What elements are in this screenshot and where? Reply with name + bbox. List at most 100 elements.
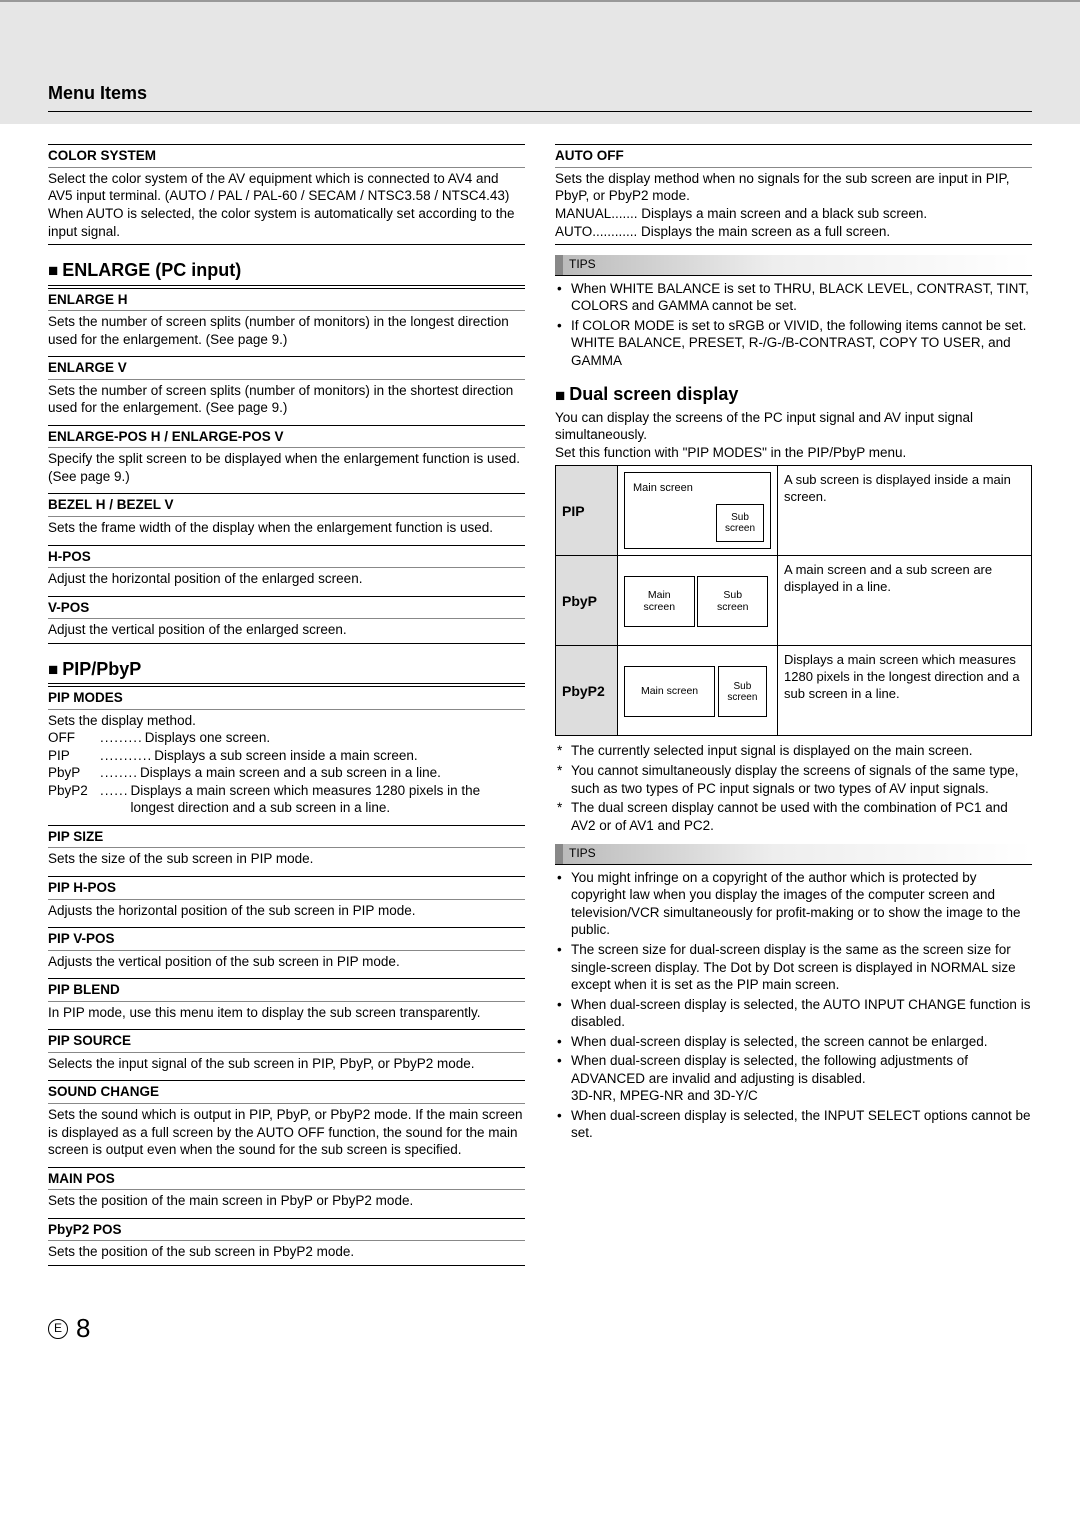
left-column: COLOR SYSTEM Select the color system of … bbox=[48, 142, 525, 1265]
section-dual-label: Dual screen display bbox=[569, 383, 738, 406]
item-body: Selects the input signal of the sub scre… bbox=[48, 1053, 525, 1079]
page-footer: E 8 bbox=[0, 1306, 1080, 1370]
diagram-cell-pip: Main screen Sub screen bbox=[618, 466, 778, 556]
star-note: The currently selected input signal is d… bbox=[571, 742, 1032, 760]
mode-key: PbyP2 bbox=[48, 782, 100, 817]
star-note-list: The currently selected input signal is d… bbox=[555, 742, 1032, 834]
section-rule bbox=[48, 285, 525, 286]
dual-intro: You can display the screens of the PC in… bbox=[555, 409, 1032, 462]
item-head: V-POS bbox=[48, 596, 525, 620]
table-row: PbyP2 Main screen Sub screen Displays a … bbox=[556, 646, 1032, 736]
mode-label: PbyP bbox=[556, 556, 618, 646]
page-number: 8 bbox=[76, 1312, 90, 1346]
square-icon: ■ bbox=[48, 262, 58, 279]
item-body: Sets the position of the sub screen in P… bbox=[48, 1241, 525, 1266]
item-body: Adjust the horizontal position of the en… bbox=[48, 568, 525, 594]
mode-label: PIP bbox=[556, 466, 618, 556]
star-note: The dual screen display cannot be used w… bbox=[571, 799, 1032, 834]
tips-item: If COLOR MODE is set to sRGB or VIVID, t… bbox=[571, 317, 1032, 370]
star-note: You cannot simultaneously display the sc… bbox=[571, 762, 1032, 797]
mode-desc: Displays a main screen which measures 12… bbox=[778, 646, 1032, 736]
mode-dots: ......... bbox=[100, 729, 145, 747]
item-head: SOUND CHANGE bbox=[48, 1080, 525, 1104]
diagram-main-label: Main screen bbox=[633, 481, 693, 495]
diagram-cell-pbyp2: Main screen Sub screen bbox=[618, 646, 778, 736]
item-body: Adjusts the horizontal position of the s… bbox=[48, 900, 525, 926]
tips-list-1: When WHITE BALANCE is set to THRU, BLACK… bbox=[555, 280, 1032, 370]
item-body: Sets the position of the main screen in … bbox=[48, 1190, 525, 1216]
item-body: Sets the number of screen splits (number… bbox=[48, 311, 525, 354]
diagram-sub-label: Sub screen bbox=[697, 576, 768, 626]
item-body-auto-off: Sets the display method when no signals … bbox=[555, 168, 1032, 245]
pip-modes-intro: Sets the display method. bbox=[48, 712, 525, 730]
diagram-pbyp2: Main screen Sub screen bbox=[624, 652, 771, 729]
item-body: Sets the number of screen splits (number… bbox=[48, 380, 525, 423]
mode-val: Displays a sub screen inside a main scre… bbox=[154, 747, 525, 765]
mode-dots: ........... bbox=[100, 747, 154, 765]
item-head-auto-off: AUTO OFF bbox=[555, 144, 1032, 168]
content-columns: COLOR SYSTEM Select the color system of … bbox=[0, 124, 1080, 1305]
mode-label: PbyP2 bbox=[556, 646, 618, 736]
square-icon: ■ bbox=[48, 661, 58, 678]
tips-item: The screen size for dual-screen display … bbox=[571, 941, 1032, 994]
item-head: ENLARGE V bbox=[48, 356, 525, 380]
item-head: PIP SOURCE bbox=[48, 1029, 525, 1053]
mode-key: OFF bbox=[48, 729, 100, 747]
section-dual: ■Dual screen display bbox=[555, 383, 1032, 406]
diagram-pip: Main screen Sub screen bbox=[624, 472, 771, 549]
item-head: BEZEL H / BEZEL V bbox=[48, 493, 525, 517]
diagram-cell-pbyp: Main screen Sub screen bbox=[618, 556, 778, 646]
tips-header: TIPS bbox=[555, 255, 1032, 276]
right-column: AUTO OFF Sets the display method when no… bbox=[555, 142, 1032, 1265]
mode-val: Displays a main screen and a sub screen … bbox=[140, 764, 525, 782]
item-body: Adjusts the vertical position of the sub… bbox=[48, 951, 525, 977]
section-pip-label: PIP/PbyP bbox=[62, 658, 141, 681]
item-head-pip-modes: PIP MODES bbox=[48, 686, 525, 710]
item-head-color-system: COLOR SYSTEM bbox=[48, 144, 525, 168]
mode-dots: ...... bbox=[100, 782, 131, 817]
tips-list-2: You might infringe on a copyright of the… bbox=[555, 869, 1032, 1142]
tips-item: You might infringe on a copyright of the… bbox=[571, 869, 1032, 939]
item-head: ENLARGE H bbox=[48, 288, 525, 312]
section-enlarge: ■ENLARGE (PC input) bbox=[48, 259, 525, 282]
tips-bar-icon bbox=[555, 255, 563, 275]
tips-item: When dual-screen display is selected, th… bbox=[571, 996, 1032, 1031]
page-header: Menu Items bbox=[0, 0, 1080, 124]
item-body-color-system: Select the color system of the AV equipm… bbox=[48, 168, 525, 245]
mode-val: Displays a main screen which measures 12… bbox=[131, 782, 525, 817]
item-head: PIP V-POS bbox=[48, 927, 525, 951]
tips-header: TIPS bbox=[555, 844, 1032, 865]
item-head: ENLARGE-POS H / ENLARGE-POS V bbox=[48, 425, 525, 449]
mode-row: PbyP2......Displays a main screen which … bbox=[48, 782, 525, 817]
item-head: H-POS bbox=[48, 545, 525, 569]
item-body: Sets the frame width of the display when… bbox=[48, 517, 525, 543]
tips-label: TIPS bbox=[563, 844, 1032, 864]
mode-key: PbyP bbox=[48, 764, 100, 782]
header-rule bbox=[48, 111, 1032, 112]
diagram-main-label: Main screen bbox=[624, 666, 715, 716]
square-icon: ■ bbox=[555, 387, 565, 404]
tips-label: TIPS bbox=[563, 255, 1032, 275]
section-pip: ■PIP/PbyP bbox=[48, 658, 525, 681]
tips-item: When dual-screen display is selected, th… bbox=[571, 1052, 1032, 1105]
item-body: In PIP mode, use this menu item to displ… bbox=[48, 1002, 525, 1028]
item-head: PIP BLEND bbox=[48, 978, 525, 1002]
language-indicator: E bbox=[48, 1319, 68, 1339]
page-title: Menu Items bbox=[48, 82, 1032, 105]
table-row: PbyP Main screen Sub screen A main scree… bbox=[556, 556, 1032, 646]
diagram-sub-label: Sub screen bbox=[718, 666, 767, 716]
mode-desc: A sub screen is displayed inside a main … bbox=[778, 466, 1032, 556]
item-body: Sets the sound which is output in PIP, P… bbox=[48, 1104, 525, 1165]
diagram-pbyp: Main screen Sub screen bbox=[624, 576, 771, 626]
item-body: Specify the split screen to be displayed… bbox=[48, 448, 525, 491]
mode-row: OFF.........Displays one screen. bbox=[48, 729, 525, 747]
pip-modes-list: OFF.........Displays one screen. PIP....… bbox=[48, 729, 525, 817]
mode-desc: A main screen and a sub screen are displ… bbox=[778, 556, 1032, 646]
mode-val: Displays one screen. bbox=[145, 729, 525, 747]
item-head: PbyP2 POS bbox=[48, 1218, 525, 1242]
diagram-main-label: Main screen bbox=[624, 576, 695, 626]
item-head: PIP SIZE bbox=[48, 825, 525, 849]
tips-item: When dual-screen display is selected, th… bbox=[571, 1033, 1032, 1051]
item-head: PIP H-POS bbox=[48, 876, 525, 900]
item-head: MAIN POS bbox=[48, 1167, 525, 1191]
